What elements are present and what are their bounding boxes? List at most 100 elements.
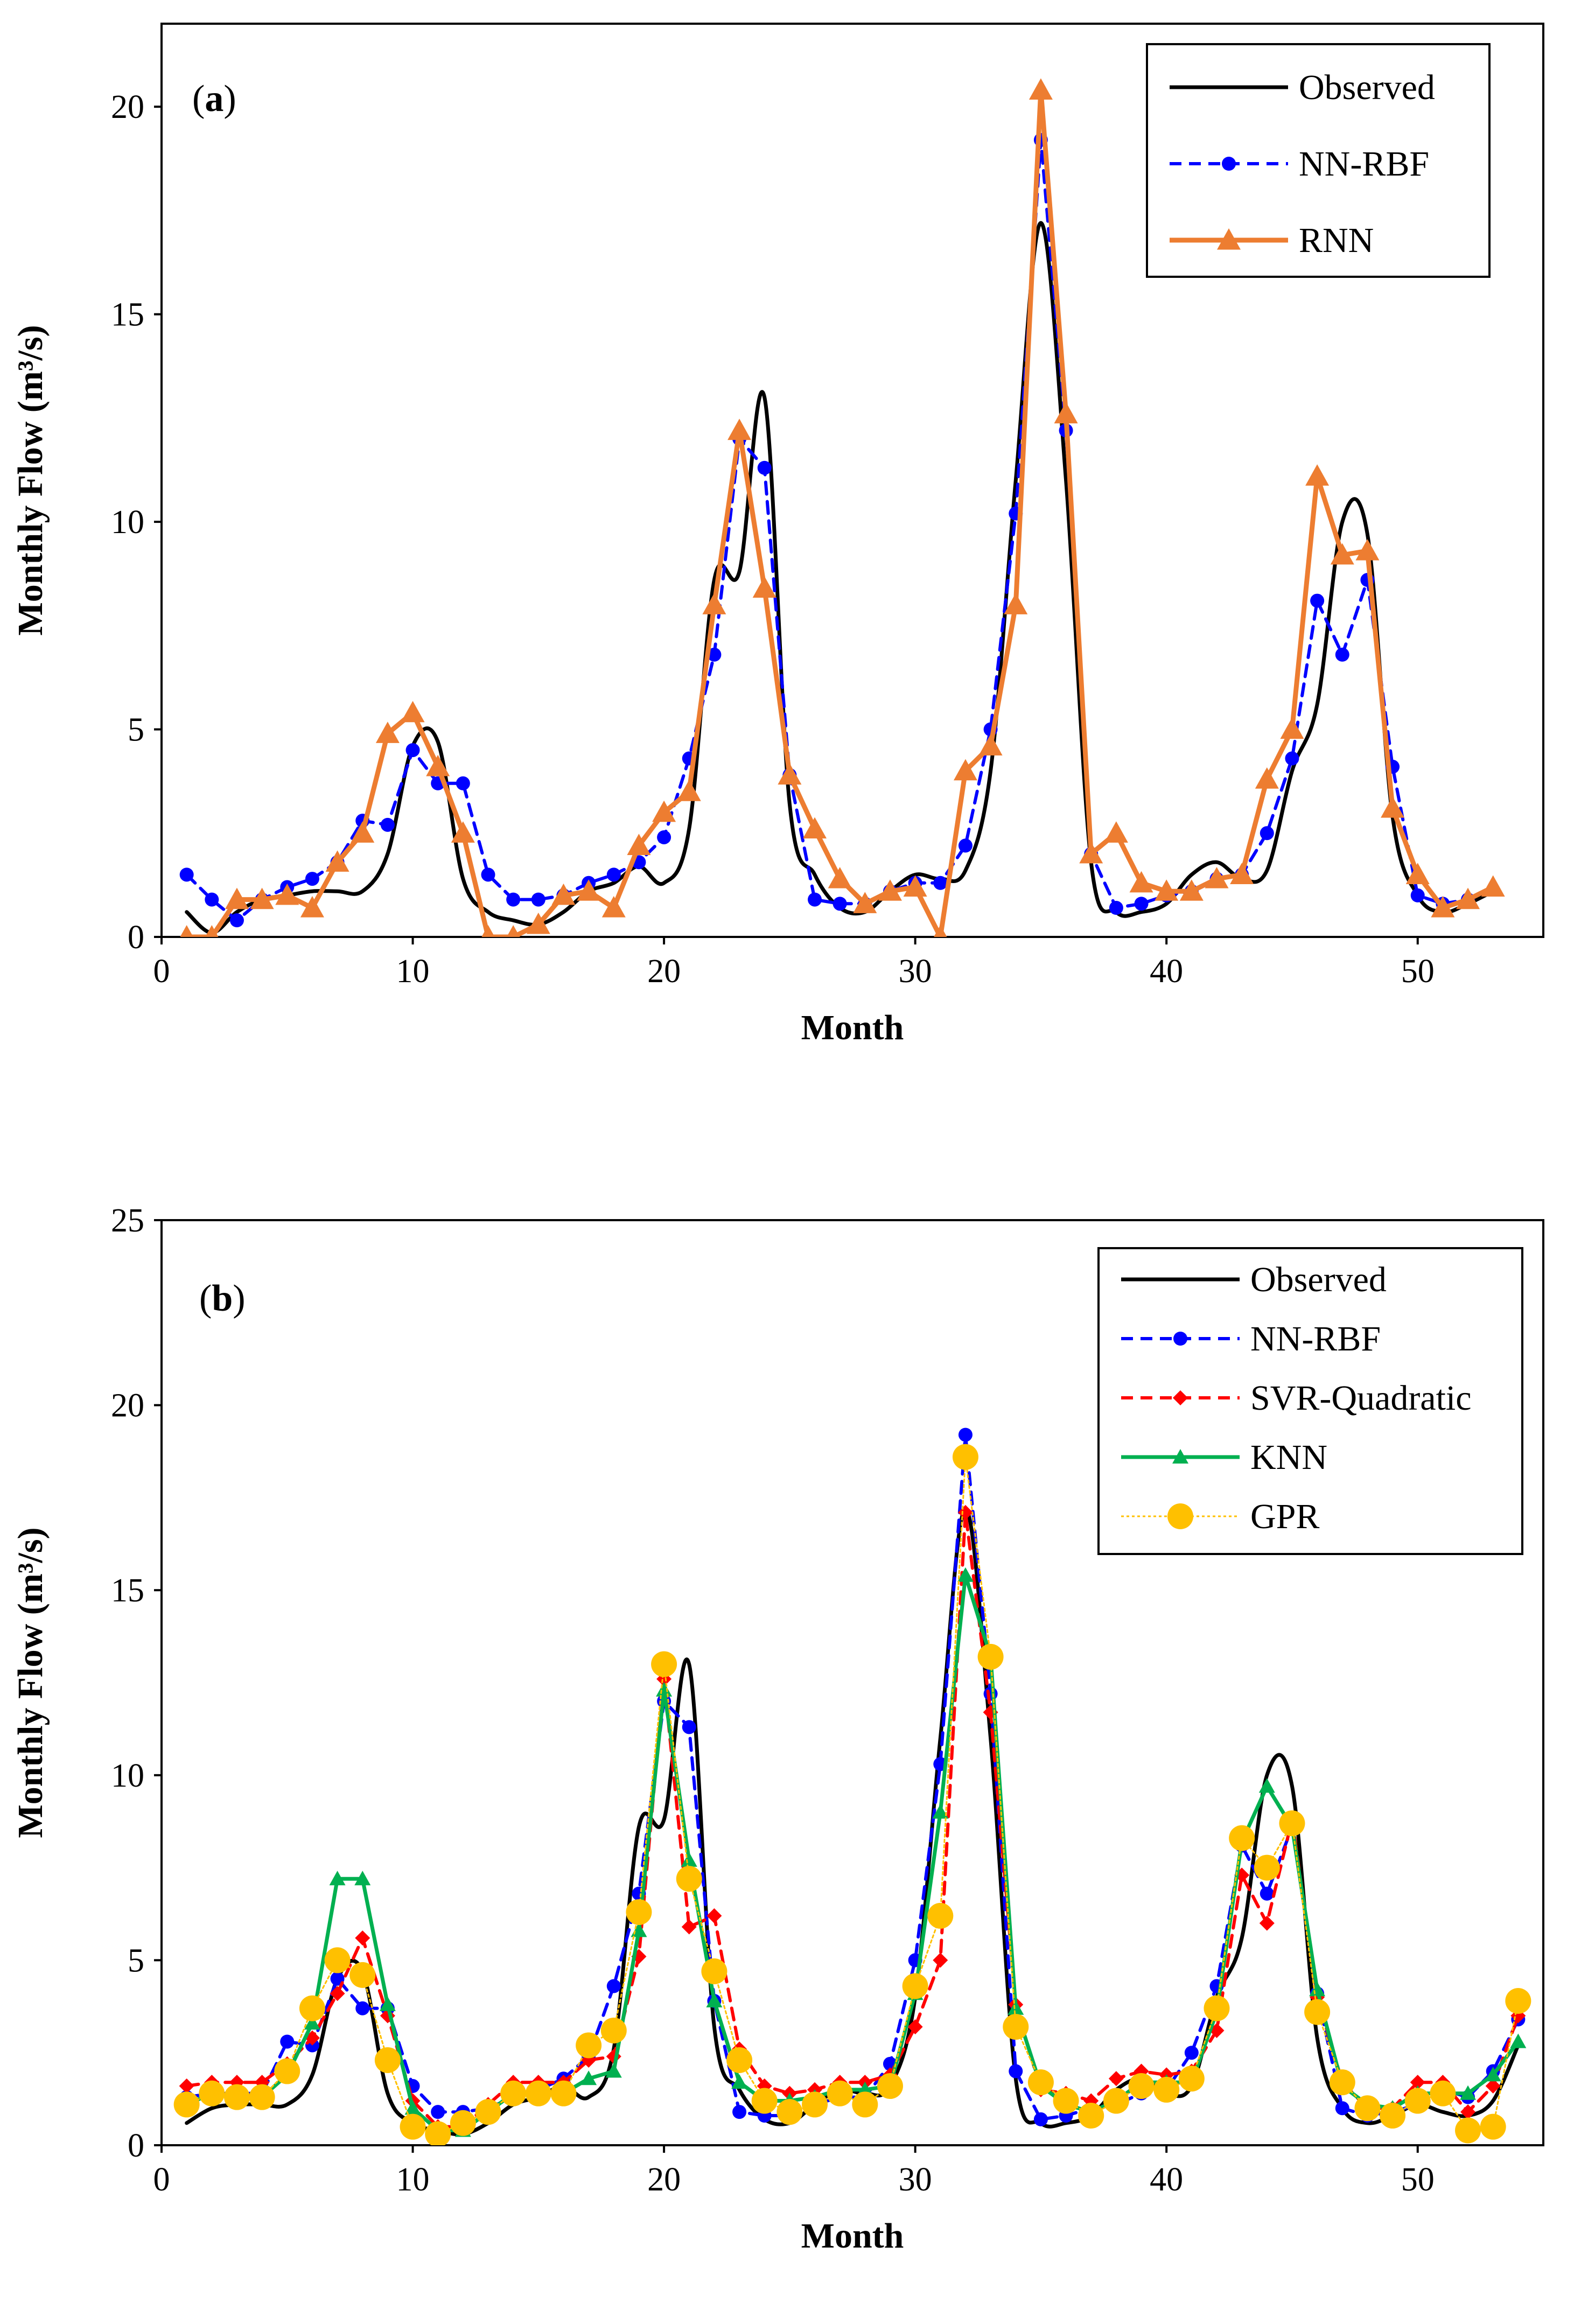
data-point-rnn	[1104, 821, 1128, 843]
data-point-gpr	[1053, 2088, 1079, 2114]
data-point-svr-quadratic	[1259, 1915, 1275, 1931]
data-point-nn-rbf	[1260, 826, 1274, 841]
data-point-nn-rbf	[405, 743, 420, 758]
chart-panel-a: 0 5 10 15 20 0 10 20 30 40 50 Month Monthly Flow (m³…	[11, 23, 1544, 1047]
data-point-rnn	[375, 722, 400, 743]
data-point-rnn	[803, 817, 827, 839]
data-point-nn-rbf	[506, 892, 521, 907]
data-point-rnn	[426, 754, 450, 776]
data-point-nn-rbf	[1260, 1886, 1274, 1901]
data-point-nn-rbf	[606, 867, 621, 882]
data-point-rnn	[225, 887, 249, 909]
data-point-gpr	[726, 2047, 753, 2073]
data-point-gpr	[802, 2091, 828, 2118]
data-point-gpr	[1128, 2073, 1155, 2099]
data-point-nn-rbf	[305, 872, 319, 886]
data-point-rnn	[1004, 593, 1028, 614]
data-point-nn-rbf	[1033, 2112, 1048, 2126]
data-point-nn-rbf	[205, 892, 219, 907]
data-point-rnn	[481, 925, 495, 937]
data-point-rnn	[180, 925, 193, 937]
x-tick-label: 30	[899, 2161, 932, 2198]
plot-frame	[160, 1219, 1544, 2146]
data-point-knn	[354, 1871, 371, 1886]
data-point-rnn	[451, 821, 475, 843]
data-point-rnn	[1230, 863, 1254, 884]
data-point-gpr	[701, 1958, 727, 1985]
legend-marker-nn-rbf	[1173, 1332, 1187, 1346]
data-point-nn-rbf	[1310, 593, 1325, 608]
data-point-svr-quadratic	[933, 1952, 948, 1968]
data-point-gpr	[249, 2084, 275, 2110]
panel-label: (b)	[199, 1278, 246, 1319]
y-tick-label: 0	[128, 2127, 144, 2164]
data-point-nn-rbf	[1109, 901, 1123, 915]
data-point-nn-rbf	[280, 2034, 295, 2049]
legend-marker-nn-rbf	[1222, 157, 1236, 171]
legend: Observed NN-RBF SVR-Quadratic KNN GPR	[1097, 1247, 1523, 1555]
data-point-nn-rbf	[1134, 897, 1149, 911]
data-point-nn-rbf	[355, 2001, 370, 2015]
data-point-svr-quadratic	[681, 1919, 697, 1935]
data-point-rnn	[853, 892, 877, 913]
data-point-rnn	[1129, 871, 1153, 893]
x-tick-label: 0	[153, 2161, 170, 2198]
data-point-svr-quadratic	[1410, 2075, 1425, 2090]
legend-marker-gpr	[1167, 1503, 1193, 1529]
data-point-rnn	[727, 418, 752, 440]
data-point-svr-quadratic	[1108, 2071, 1124, 2087]
data-point-nn-rbf	[179, 867, 194, 882]
data-point-gpr	[1380, 2103, 1406, 2129]
data-point-rnn	[205, 925, 219, 937]
data-point-gpr	[1178, 2066, 1205, 2092]
x-tick-label: 20	[647, 953, 681, 990]
x-tick-label: 20	[647, 2161, 681, 2198]
series-observed	[185, 1507, 1520, 2137]
data-point-rnn	[551, 883, 576, 905]
data-point-gpr	[1430, 2080, 1456, 2106]
data-point-gpr	[1304, 1999, 1331, 2025]
data-point-rnn	[351, 821, 375, 843]
data-point-svr-quadratic	[355, 1930, 370, 1946]
legend-label-observed: Observed	[1250, 1260, 1387, 1299]
data-point-nn-rbf	[431, 2105, 445, 2119]
x-tick-label: 30	[899, 953, 932, 990]
data-point-rnn	[1079, 842, 1103, 864]
series-rnn	[180, 78, 1505, 937]
data-point-nn-rbf	[229, 913, 244, 928]
data-point-rnn	[652, 800, 676, 822]
data-point-gpr	[374, 2047, 401, 2073]
data-point-gpr	[852, 2091, 878, 2118]
data-point-knn	[1258, 1778, 1275, 1793]
series-line-nn-rbf	[185, 1433, 1520, 2121]
y-tick-label: 15	[111, 297, 144, 333]
data-point-nn-rbf	[531, 892, 545, 907]
data-point-gpr	[1455, 2117, 1481, 2144]
data-point-svr-quadratic	[907, 2019, 923, 2035]
data-point-rnn	[934, 925, 947, 937]
data-point-gpr	[274, 2058, 300, 2084]
data-point-nn-rbf	[958, 1427, 973, 1442]
data-point-nn-rbf	[1184, 2046, 1199, 2060]
data-point-gpr	[525, 2080, 551, 2106]
data-point-rnn	[1330, 543, 1354, 565]
data-point-nn-rbf	[606, 1979, 621, 1993]
legend-label-nn-rbf: NN-RBF	[1299, 144, 1429, 184]
data-point-rnn	[1355, 539, 1380, 561]
panel-label: (a)	[192, 78, 236, 120]
data-point-rnn	[1255, 767, 1279, 789]
data-point-rnn	[702, 593, 726, 614]
data-point-gpr	[827, 2080, 853, 2106]
data-point-knn	[304, 2015, 320, 2030]
data-point-knn	[580, 2070, 597, 2085]
legend-label-observed: Observed	[1299, 68, 1435, 107]
data-point-svr-quadratic	[957, 1504, 973, 1520]
data-point-gpr	[1027, 2069, 1054, 2096]
data-point-gpr	[400, 2113, 426, 2140]
data-point-nn-rbf	[657, 830, 671, 844]
data-point-gpr	[1153, 2076, 1180, 2103]
data-point-nn-rbf	[732, 2105, 747, 2119]
legend-label-nn-rbf: NN-RBF	[1250, 1319, 1381, 1359]
data-point-knn	[656, 1682, 673, 1697]
